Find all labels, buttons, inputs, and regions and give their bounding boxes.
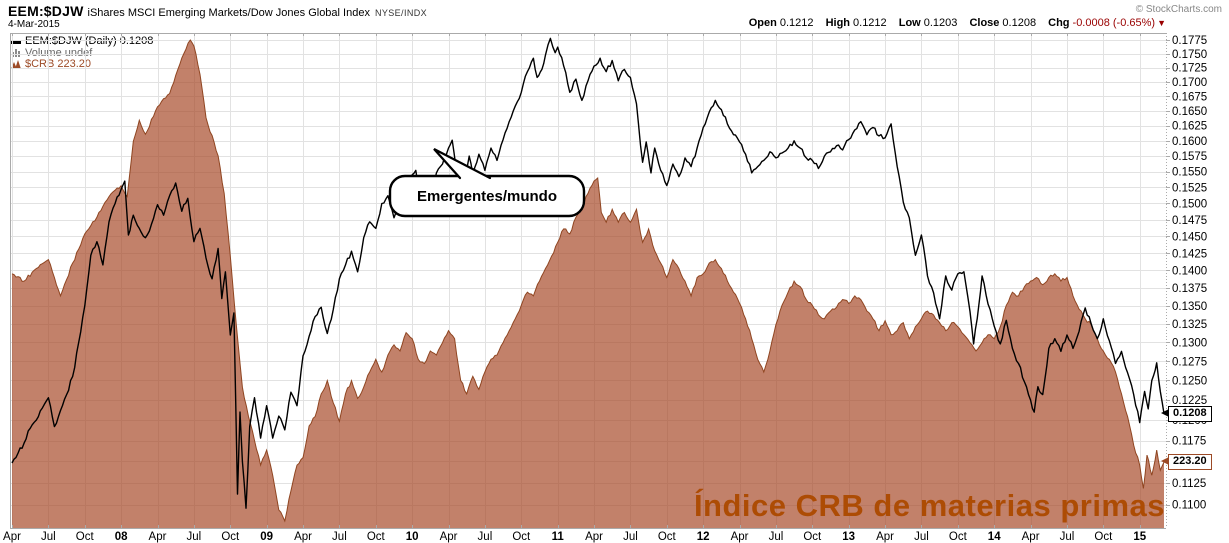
x-axis-tick-label: 08: [115, 531, 128, 543]
y-axis-tick-label: 0.1100: [1172, 500, 1206, 512]
y-axis-tick-label: 0.1575: [1172, 151, 1207, 163]
y-axis-tick-label: 0.1600: [1172, 136, 1207, 148]
legend-crb-label: $CRB 223.20: [25, 58, 92, 70]
x-axis-tick-label: 10: [406, 531, 419, 543]
x-axis-tick-label: Jul: [1060, 531, 1075, 543]
crb-area-series: [12, 40, 1164, 528]
x-axis-tick-label: 14: [988, 531, 1001, 543]
y-axis-tick-label: 0.1325: [1172, 319, 1207, 331]
x-axis-tick-label: Apr: [149, 531, 167, 543]
y-axis-tick-label: 0.1650: [1172, 106, 1207, 118]
y-axis-tick-label: 0.1675: [1172, 91, 1207, 103]
y-axis-tick-label: 0.1450: [1172, 231, 1207, 243]
high-value: 0.1212: [853, 17, 887, 29]
y-axis-tick-label: 0.1375: [1172, 283, 1207, 295]
x-axis-tick-label: Apr: [876, 531, 894, 543]
x-axis-tick-label: Jul: [478, 531, 493, 543]
x-axis-tick-label: Oct: [367, 531, 386, 543]
x-axis-tick-label: Apr: [440, 531, 458, 543]
symbol-title: EEM:$DJW: [8, 3, 84, 19]
y-axis-tick-label: 0.1400: [1172, 265, 1207, 277]
x-axis-tick-label: Oct: [949, 531, 968, 543]
x-axis-tick-label: Oct: [1094, 531, 1113, 543]
axes: [10, 33, 1170, 529]
x-axis-tick-label: Oct: [221, 531, 240, 543]
open-label: Open: [748, 17, 777, 29]
close-label: Close: [969, 17, 1000, 29]
exchange-label: NYSE/INDX: [374, 8, 428, 18]
x-axis-tick-label: Jul: [332, 531, 347, 543]
ratio-line-series: [11, 37, 1165, 509]
line-icon: [11, 37, 23, 47]
last-price-tag: 0.1208: [1161, 406, 1212, 422]
copyright-label: © StockCharts.com: [1135, 4, 1222, 15]
y-axis-tick-label: 0.1125: [1172, 478, 1206, 490]
legend-item-crb: $CRB 223.20: [11, 58, 153, 71]
left-arrow-icon: [1161, 457, 1169, 465]
y-axis-tick-label: 0.1250: [1172, 375, 1207, 387]
x-axis-tick-label: Oct: [512, 531, 531, 543]
x-axis-tick-label: Oct: [803, 531, 822, 543]
low-value: 0.1203: [923, 17, 958, 29]
y-axis-tick-label: 0.1475: [1172, 215, 1207, 227]
y-axis-tick-label: 0.1700: [1172, 77, 1207, 89]
crb-area-annotation: Índice CRB de materias primas: [693, 488, 1165, 523]
low-label: Low: [898, 17, 921, 29]
y-axis-tick-label: 0.1275: [1172, 356, 1207, 368]
crb-area-edge: [11, 39, 1165, 523]
y-axis-tick-label: 0.1500: [1172, 198, 1207, 210]
chg-value: -0.0008 (-0.65%): [1072, 17, 1156, 29]
y-axis-tick-label: 0.1725: [1172, 63, 1207, 75]
y-axis-tick-label: 0.1775: [1172, 35, 1207, 47]
x-axis-labels: Apr Jul Oct 08 Apr Jul Oct 09 Apr Jul Oct 10 Apr Jul O…: [3, 531, 1147, 543]
chart-date: 4-Mar-2015: [8, 19, 60, 30]
y-axis-tick-label: 0.1350: [1172, 301, 1207, 313]
crb-price-tag: 223.20: [1161, 454, 1212, 470]
close-value: 0.1208: [1002, 17, 1037, 29]
x-axis-tick-label: Jul: [41, 531, 56, 543]
chg-label: Chg: [1048, 17, 1070, 29]
x-axis-tick-label: Apr: [3, 531, 21, 543]
x-axis-tick-label: 09: [260, 531, 273, 543]
chart-header: EEM:$DJW iShares MSCI Emerging Markets/Do…: [8, 3, 427, 21]
x-axis-tick-label: Jul: [769, 531, 784, 543]
y-axis-labels: 0.1775 0.1750 0.1725 0.1700 0.1675 0.1650 0.16…: [1172, 35, 1207, 512]
area-icon: [11, 59, 23, 70]
x-axis-tick-label: Apr: [585, 531, 603, 543]
down-triangle-icon: ▼: [1157, 18, 1166, 28]
y-axis-tick-label: 0.1425: [1172, 248, 1207, 260]
x-axis-tick-label: 13: [842, 531, 855, 543]
y-axis-tick-label: 0.1625: [1172, 121, 1207, 133]
x-axis-tick-label: 12: [697, 531, 710, 543]
symbol-description: iShares MSCI Emerging Markets/Dow Jones …: [87, 7, 370, 19]
left-arrow-icon: [1161, 409, 1169, 417]
y-axis-tick-label: 0.1175: [1172, 436, 1206, 448]
y-axis-tick-label: 0.1225: [1172, 395, 1207, 407]
x-axis-tick-label: 11: [552, 531, 565, 543]
x-axis-tick-label: Jul: [914, 531, 929, 543]
legend-volume-label: Volume undef: [25, 46, 93, 59]
x-axis-tick-label: Apr: [294, 531, 312, 543]
x-axis-tick-label: Apr: [1022, 531, 1040, 543]
y-axis-tick-label: 0.1550: [1172, 167, 1207, 179]
x-axis-tick-label: Jul: [187, 531, 202, 543]
quote-summary: Open 0.1212 High 0.1212 Low 0.1203 Close 0.1…: [740, 17, 1166, 29]
callout-bubble: [388, 148, 586, 218]
x-axis-tick-label: Apr: [731, 531, 749, 543]
y-axis-tick-label: 0.1750: [1172, 49, 1207, 61]
x-axis-tick-label: 15: [1133, 531, 1146, 543]
y-axis-tick-label: 0.1525: [1172, 182, 1207, 194]
high-label: High: [825, 17, 851, 29]
x-axis-tick-label: Jul: [623, 531, 638, 543]
open-value: 0.1212: [779, 17, 814, 29]
y-axis-tick-label: 0.1300: [1172, 337, 1207, 349]
x-axis-tick-label: Oct: [658, 531, 677, 543]
x-axis-tick-label: Oct: [76, 531, 95, 543]
